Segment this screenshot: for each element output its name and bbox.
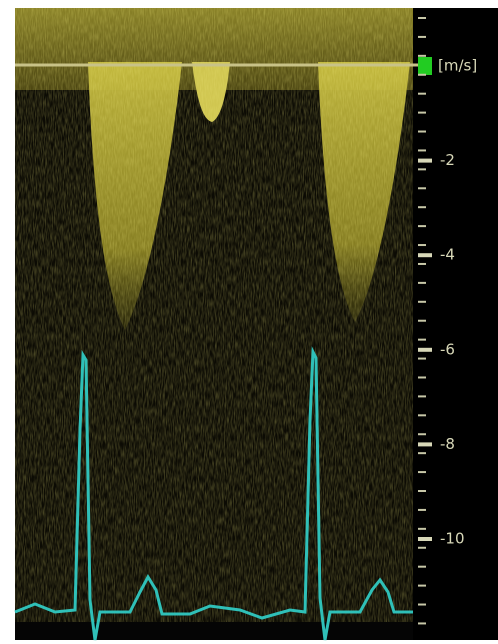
scale-unit: [m/s]	[438, 57, 477, 75]
tick-label: -10	[440, 530, 465, 548]
spectrum	[14, 8, 432, 641]
velocity-scale: [m/s] -2 -4 -6 -8 -10	[418, 17, 477, 625]
baseline-marker	[418, 57, 432, 75]
speckle	[15, 8, 413, 640]
ecg-strip	[15, 622, 413, 640]
scale-bg	[413, 8, 498, 640]
tick-label: -2	[440, 151, 455, 169]
tick-label: -6	[440, 340, 455, 358]
ecg-trace	[14, 346, 413, 641]
tick-label: -8	[440, 435, 455, 453]
tick-label: -4	[440, 246, 455, 264]
